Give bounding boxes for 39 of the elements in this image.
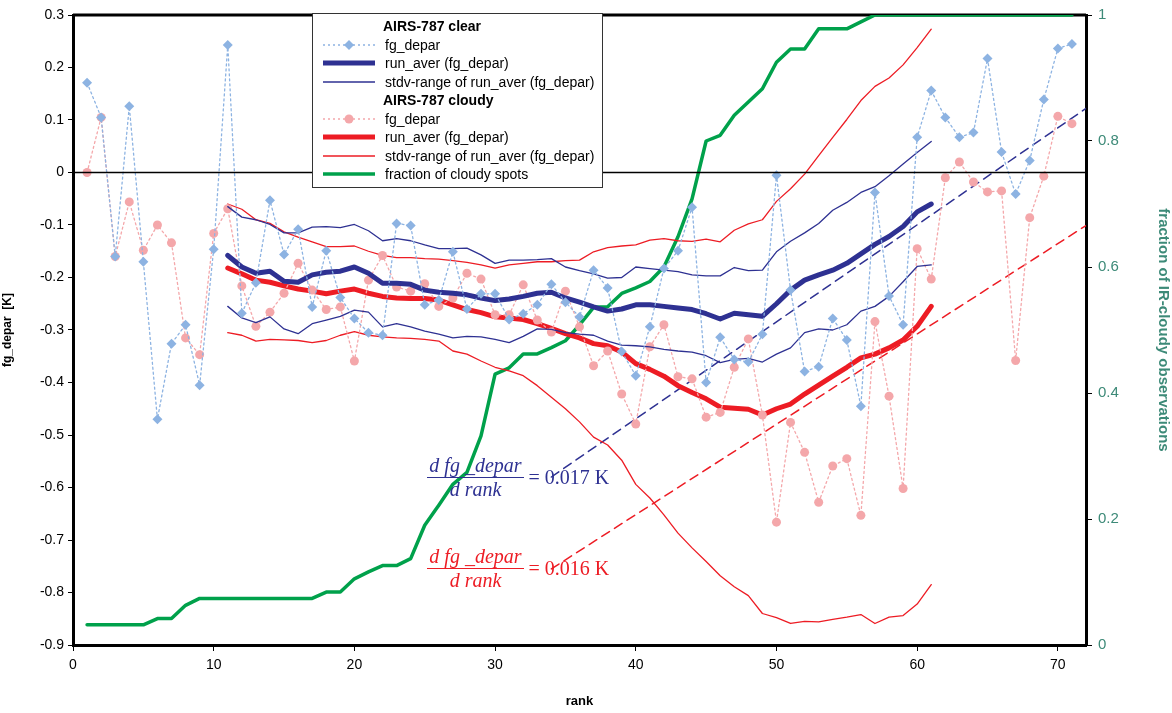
x-tick-label: 60 [909, 656, 926, 673]
legend-label: stdv-range of run_aver (fg_depar) [385, 146, 595, 165]
y-tick-label: -0.3 [39, 320, 65, 337]
x-tick-label: 0 [69, 656, 78, 673]
x-tick-label: 50 [768, 656, 785, 673]
text: AIRS-787 cloudy [383, 92, 494, 108]
y-tick-label: -0.9 [39, 635, 65, 652]
x-tick-label: 40 [627, 656, 644, 673]
y2-tick-label: 1 [1098, 5, 1107, 23]
legend-label: run_aver (fg_depar) [385, 54, 509, 73]
y2-tick-label: 0.6 [1098, 257, 1119, 275]
y-tick-label: -0.6 [39, 478, 65, 495]
legend-label: fg_depar [385, 109, 441, 128]
x-axis-title: rank [565, 692, 594, 708]
y-tick-label: -0.1 [39, 215, 65, 232]
y-tick-label: -0.5 [39, 425, 65, 442]
legend-label: stdv-range of run_aver (fg_depar) [385, 72, 595, 91]
x-tick-label: 30 [487, 656, 504, 673]
x-tick-label: 20 [346, 656, 363, 673]
legend-label: fg_depar [385, 35, 441, 54]
y2-tick-label: 0.4 [1098, 383, 1119, 401]
y-tick-label: 0.2 [44, 58, 65, 75]
y-tick-label: -0.4 [39, 373, 65, 390]
y-tick-label: -0.8 [39, 583, 65, 600]
y-tick-label: 0.1 [44, 110, 65, 127]
x-tick-label: 70 [1050, 656, 1066, 673]
y-tick-label: 0.3 [44, 5, 65, 22]
x-tick-label: 10 [205, 656, 222, 673]
y-tick-label: 0 [56, 163, 65, 180]
y2-tick-label: 0.2 [1098, 509, 1119, 527]
text: AIRS-787 clear [383, 18, 482, 34]
y-tick-label: -0.2 [39, 268, 65, 285]
y-axis-title: fg_depar [K] [0, 292, 14, 368]
legend-label: fraction of cloudy spots [385, 165, 529, 184]
y2-tick-label: 0.8 [1098, 131, 1119, 149]
legend-label: run_aver (fg_depar) [385, 128, 509, 147]
y-tick-label: -0.7 [39, 530, 65, 547]
y2-tick-label: 0 [1098, 635, 1107, 653]
y2-axis-title: fraction of IR-cloudy observations [1155, 208, 1172, 452]
